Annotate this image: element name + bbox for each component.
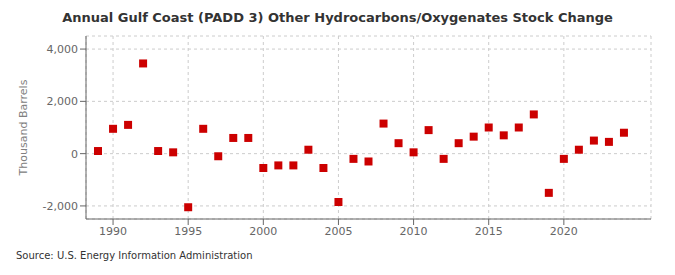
html-text:Source: U.S. Energy Informatio: Source: U.S. Energy Information Administ… — [16, 250, 253, 261]
svg-text:2010: 2010 — [400, 225, 428, 238]
svg-text:2015: 2015 — [475, 225, 503, 238]
svg-text:1995: 1995 — [174, 225, 202, 238]
svg-text:2000: 2000 — [249, 225, 277, 238]
html-text:Annual Gulf Coast (PADD 3) Oth: Annual Gulf Coast (PADD 3) Other Hydroca… — [62, 10, 613, 25]
svg-text:Thousand Barrels: Thousand Barrels — [17, 79, 30, 176]
svg-text:2005: 2005 — [324, 225, 352, 238]
svg-text:1990: 1990 — [99, 225, 127, 238]
svg-text:2,000: 2,000 — [47, 95, 79, 108]
svg-text:0: 0 — [71, 148, 78, 161]
svg-text:4,000: 4,000 — [47, 43, 79, 56]
svg-text:-2,000: -2,000 — [43, 200, 78, 213]
svg-text:2020: 2020 — [550, 225, 578, 238]
